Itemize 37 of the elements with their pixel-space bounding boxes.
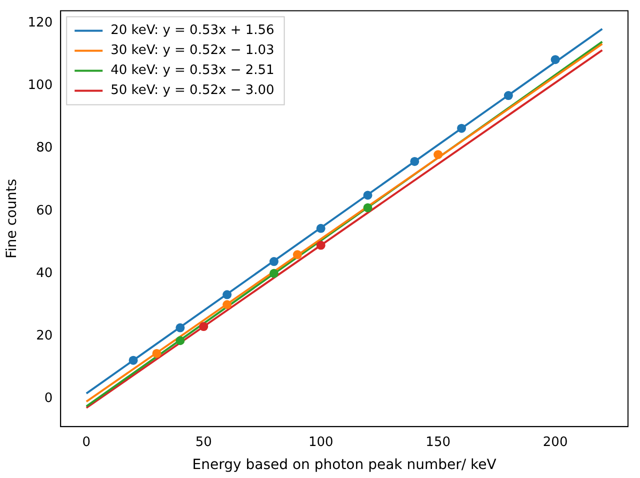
point (222, 290, 232, 300)
x-axis-title: Energy based on photon peak number/ keV (192, 457, 497, 474)
point (316, 224, 326, 233)
legend-label: 30 keV: y = 0.52x − 1.03 (110, 43, 274, 58)
legend-label: 40 keV: y = 0.53x − 2.51 (110, 63, 274, 78)
x-tick-label: 50 (195, 434, 212, 450)
point (176, 323, 185, 332)
y-tick-label: 60 (36, 203, 53, 218)
point (363, 203, 372, 212)
y-tick-label: 80 (36, 140, 53, 156)
point (152, 348, 162, 358)
point (176, 336, 185, 346)
point (550, 55, 560, 64)
y-tick-label: 20 (36, 328, 53, 344)
legend-label: 20 keV: y = 0.53x + 1.56 (110, 23, 274, 38)
point (410, 156, 420, 166)
point (128, 356, 138, 365)
y-tick-label: 100 (28, 78, 53, 94)
x-tick-label: 200 (542, 434, 568, 450)
point (269, 257, 278, 266)
point (292, 250, 302, 260)
y-axis-title: Fine counts (4, 178, 20, 259)
point (316, 240, 326, 250)
point (269, 268, 278, 278)
y-tick-label: 120 (28, 16, 53, 31)
point (434, 150, 443, 160)
point (199, 322, 208, 332)
legend-label: 50 keV: y = 0.52x − 3.00 (110, 83, 274, 98)
point (222, 300, 232, 310)
x-tick-label: 0 (82, 434, 91, 450)
point (504, 91, 513, 100)
point (457, 124, 466, 133)
x-tick-label: 150 (426, 434, 451, 450)
point (363, 190, 372, 200)
y-tick-label: 0 (44, 390, 53, 406)
x-tick-label: 100 (308, 434, 334, 450)
y-tick-label: 40 (36, 266, 53, 281)
